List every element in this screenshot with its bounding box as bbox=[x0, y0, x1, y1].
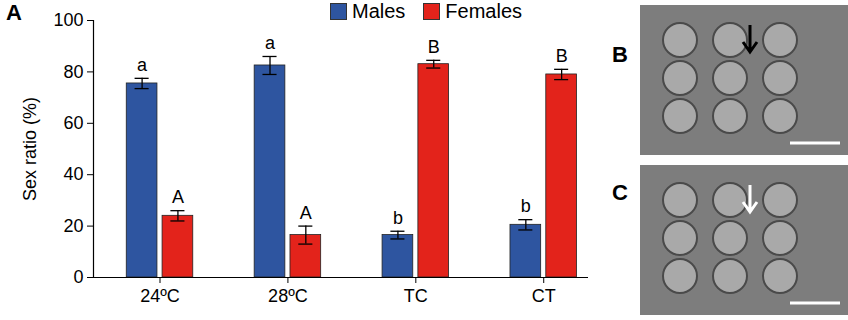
html-text:Males: Males bbox=[352, 0, 406, 22]
svg-text:CT: CT bbox=[532, 286, 556, 306]
svg-text:b: b bbox=[521, 196, 531, 216]
svg-text:100: 100 bbox=[53, 10, 83, 30]
svg-text:80: 80 bbox=[63, 62, 83, 82]
svg-text:40: 40 bbox=[63, 164, 83, 184]
svg-text:A: A bbox=[172, 187, 184, 207]
svg-text:20: 20 bbox=[63, 216, 83, 236]
html-text:Females: Females bbox=[445, 0, 523, 22]
svg-text:a: a bbox=[265, 33, 276, 53]
svg-text:Sex ratio (%): Sex ratio (%) bbox=[20, 97, 40, 201]
svg-text:TC: TC bbox=[404, 286, 428, 306]
svg-text:24ºC: 24ºC bbox=[140, 286, 180, 306]
svg-text:0: 0 bbox=[73, 267, 83, 287]
html-text:B: B bbox=[612, 42, 628, 67]
svg-text:a: a bbox=[137, 55, 148, 75]
html-text:A: A bbox=[6, 0, 22, 25]
html-text:C: C bbox=[612, 180, 628, 205]
svg-text:60: 60 bbox=[63, 113, 83, 133]
svg-text:b: b bbox=[393, 208, 403, 228]
svg-text:A: A bbox=[300, 203, 312, 223]
svg-text:B: B bbox=[428, 37, 440, 57]
svg-text:28ºC: 28ºC bbox=[268, 286, 308, 306]
svg-text:B: B bbox=[556, 46, 568, 66]
